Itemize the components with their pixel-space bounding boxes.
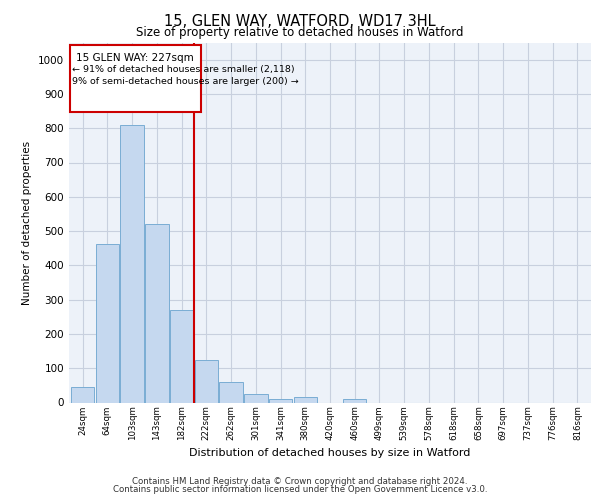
Text: ← 91% of detached houses are smaller (2,118): ← 91% of detached houses are smaller (2,… [72,65,295,74]
Bar [194,360,218,403]
Bar [269,399,292,402]
Bar [95,244,119,402]
Bar [293,398,317,402]
Bar [219,382,243,402]
Bar [71,387,94,402]
Bar [170,310,193,402]
Text: 9% of semi-detached houses are larger (200) →: 9% of semi-detached houses are larger (2… [72,78,298,86]
Bar [145,224,169,402]
Text: Contains HM Land Registry data © Crown copyright and database right 2024.: Contains HM Land Registry data © Crown c… [132,477,468,486]
FancyBboxPatch shape [70,45,201,112]
Text: Size of property relative to detached houses in Watford: Size of property relative to detached ho… [136,26,464,39]
Text: 15, GLEN WAY, WATFORD, WD17 3HL: 15, GLEN WAY, WATFORD, WD17 3HL [164,14,436,29]
Y-axis label: Number of detached properties: Number of detached properties [22,140,32,304]
Bar [244,394,268,402]
Bar [343,399,367,402]
Text: Contains public sector information licensed under the Open Government Licence v3: Contains public sector information licen… [113,485,487,494]
X-axis label: Distribution of detached houses by size in Watford: Distribution of detached houses by size … [190,448,470,458]
Bar [121,125,144,402]
Text: 15 GLEN WAY: 227sqm: 15 GLEN WAY: 227sqm [76,53,194,63]
